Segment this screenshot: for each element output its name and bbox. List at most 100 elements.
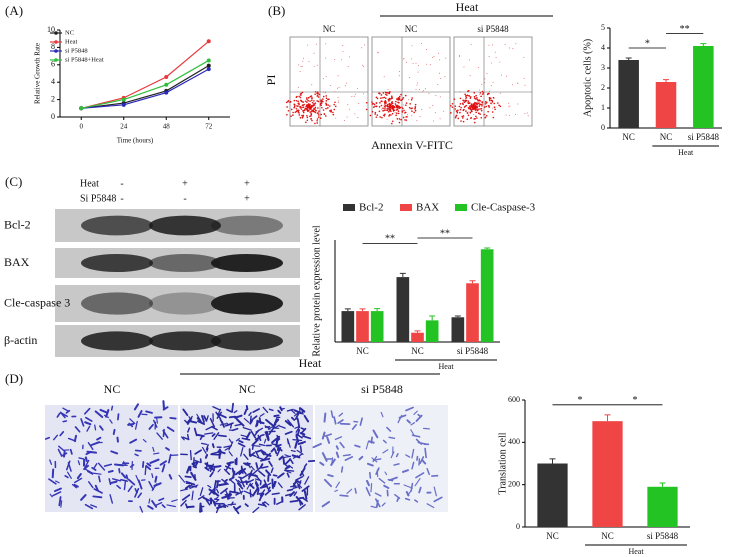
- cell: [292, 486, 298, 490]
- cell: [201, 414, 205, 423]
- cell: [337, 419, 344, 425]
- cell: [241, 473, 251, 479]
- cell: [228, 438, 233, 444]
- event: [404, 119, 406, 121]
- cell: [71, 483, 78, 489]
- cell: [185, 480, 196, 486]
- event: [527, 115, 529, 117]
- cell: [156, 417, 158, 424]
- cell: [372, 429, 379, 439]
- cell: [312, 442, 322, 449]
- event: [322, 109, 325, 111]
- event: [311, 97, 313, 99]
- cell: [189, 484, 199, 489]
- cell: [103, 414, 110, 419]
- event: [454, 105, 457, 107]
- event: [418, 65, 420, 67]
- event: [469, 111, 472, 114]
- cell: [112, 478, 122, 482]
- cell: [393, 463, 400, 466]
- blot-band: [81, 292, 153, 315]
- event: [334, 91, 336, 93]
- event: [317, 94, 319, 96]
- event: [383, 96, 386, 99]
- cell: [234, 468, 244, 476]
- event: [293, 99, 296, 102]
- event: [435, 94, 437, 96]
- event: [287, 109, 290, 112]
- event: [398, 107, 401, 109]
- cell: [84, 407, 91, 415]
- cell: [249, 415, 252, 423]
- band-label: Bcl-2: [4, 217, 31, 231]
- event: [479, 103, 481, 106]
- event: [373, 106, 375, 109]
- y-tick-label: 6: [51, 60, 55, 69]
- event: [508, 114, 510, 116]
- event: [325, 107, 327, 110]
- x-tick-label: si P5848: [457, 346, 489, 356]
- event: [374, 105, 376, 107]
- cell: [88, 481, 94, 489]
- event: [325, 43, 327, 45]
- event: [473, 92, 476, 94]
- event: [365, 108, 368, 111]
- event: [443, 110, 445, 112]
- event: [302, 101, 305, 103]
- event: [490, 62, 492, 64]
- event: [416, 82, 418, 84]
- event: [470, 43, 472, 45]
- event: [414, 103, 417, 106]
- cell: [255, 450, 260, 458]
- event: [461, 102, 464, 105]
- event: [512, 48, 514, 50]
- cell: [395, 453, 399, 458]
- event: [432, 104, 434, 106]
- event: [479, 100, 481, 102]
- event: [393, 106, 396, 109]
- event: [326, 108, 328, 110]
- cell: [289, 485, 297, 488]
- cell: [211, 443, 215, 449]
- cell: [52, 434, 59, 441]
- event: [325, 104, 328, 106]
- cell: [55, 480, 60, 484]
- cell: [181, 494, 191, 501]
- point: [164, 74, 169, 79]
- error-bar: [700, 43, 707, 46]
- event: [395, 112, 398, 114]
- cell: [73, 477, 83, 484]
- event: [469, 96, 472, 98]
- event: [414, 109, 417, 112]
- cell: [129, 464, 135, 468]
- event: [381, 108, 383, 110]
- y-axis-label: Apoptotic cells (%): [582, 39, 593, 117]
- cell: [365, 479, 370, 487]
- cell: [261, 465, 269, 469]
- cell: [189, 420, 198, 424]
- cell: [168, 453, 172, 464]
- event: [313, 65, 315, 67]
- event: [380, 97, 382, 100]
- cell: [256, 420, 265, 425]
- event: [451, 102, 454, 105]
- event: [411, 97, 413, 99]
- y-tick-label: 400: [508, 437, 520, 446]
- cell: [216, 479, 220, 489]
- cell: [180, 499, 187, 507]
- event: [320, 104, 323, 107]
- event: [390, 110, 392, 113]
- event: [481, 90, 484, 93]
- event: [479, 108, 481, 110]
- event: [306, 114, 308, 117]
- event: [386, 118, 388, 120]
- cell: [92, 495, 103, 499]
- event: [386, 104, 389, 106]
- event: [414, 108, 416, 110]
- cell: [142, 439, 147, 443]
- cell: [80, 418, 85, 427]
- cell: [233, 505, 240, 515]
- cell: [300, 427, 307, 434]
- x-tick-label: NC: [601, 531, 614, 541]
